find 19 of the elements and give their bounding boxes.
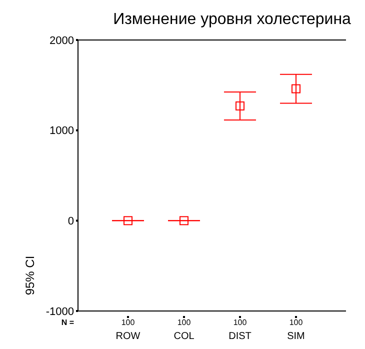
chart-title: Изменение уровня холестерина: [113, 11, 352, 28]
x-tick-label: ROW: [116, 331, 141, 342]
x-tick-label: SIM: [287, 331, 305, 342]
point: [124, 216, 133, 226]
x-tick-label: COL: [174, 331, 195, 342]
text: 100: [121, 318, 136, 327]
y-axis-title: 95% CI: [23, 256, 37, 296]
point: [180, 216, 188, 226]
y-tick-label: -1000: [46, 306, 74, 318]
point: [236, 101, 244, 110]
y-tick-label: 2000: [50, 34, 74, 47]
text: 100: [289, 318, 304, 327]
text: 100: [233, 318, 248, 327]
y-tick-label: 1000: [50, 125, 74, 138]
x-tick-label: DIST: [228, 331, 252, 342]
y-tick-label: 0: [68, 216, 74, 228]
text: N =: [61, 318, 74, 327]
point: [291, 84, 300, 94]
text: 100: [177, 318, 192, 327]
